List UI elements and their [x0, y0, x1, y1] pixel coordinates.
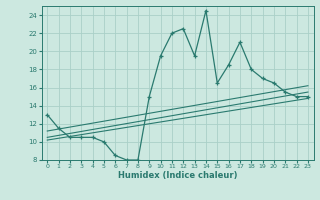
X-axis label: Humidex (Indice chaleur): Humidex (Indice chaleur) — [118, 171, 237, 180]
